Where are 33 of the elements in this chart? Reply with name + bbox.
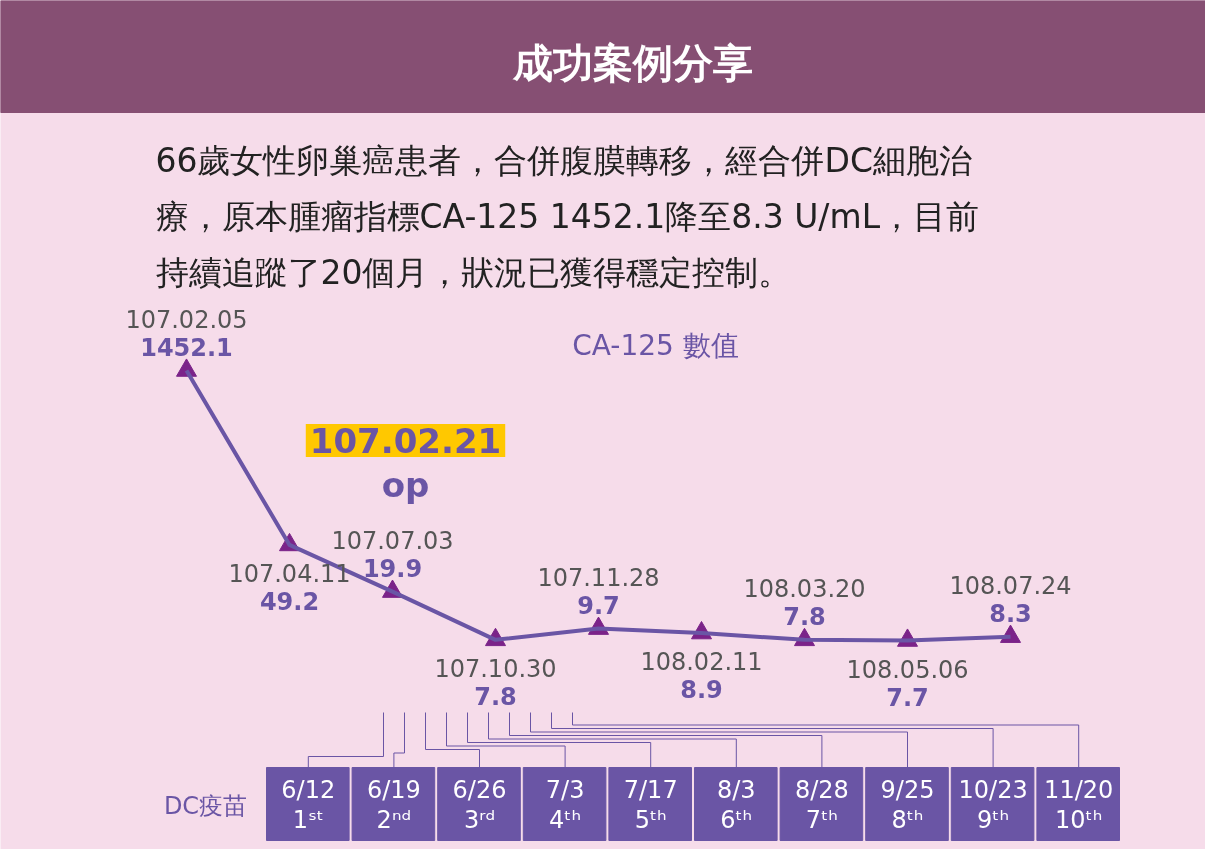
text: 6/19 2ⁿᵈ: [366, 775, 421, 834]
text: 8/28 7ᵗʰ: [794, 775, 849, 834]
x-tick-label: 108.07.24: [949, 571, 1072, 600]
x-tick-label: 108.03.20: [743, 574, 866, 603]
data-label: 7.8: [783, 602, 826, 631]
text: 10/23 9ᵗʰ: [958, 775, 1028, 834]
data-label: 8.9: [680, 676, 723, 705]
annotation: 107.02.21 op: [309, 421, 502, 505]
text: 7/17 5ᵗʰ: [623, 775, 678, 834]
data-label: 19.9: [362, 554, 423, 583]
data-label: 1452.1: [140, 333, 233, 362]
x-tick-label: 107.07.03: [331, 526, 454, 555]
text: 8/3 6ᵗʰ: [716, 775, 756, 834]
x-tick-label: 107.02.05: [125, 305, 248, 334]
chart-subtitle: 66歲女性卵巢癌患者，合併腹膜轉移，經合併DC細胞治療，原本腫瘤指標CA-125 1452.1降至8.3 U/mL，目前持續追蹤了20個月，狀況已獲得穩定控制。: [155, 141, 980, 292]
x-tick-label: 107.10.30: [434, 654, 557, 683]
text: 11/20 10ᵗʰ: [1044, 775, 1114, 834]
x-tick-label: 108.05.06: [846, 655, 969, 684]
chart-title: 成功案例分享: [511, 39, 753, 86]
data-label: 7.7: [886, 683, 929, 712]
text: 6/12 1ˢᵗ: [281, 775, 336, 834]
x-tick-label: 107.04.11: [228, 559, 351, 588]
text: CA-125 數值: [572, 329, 739, 362]
text: 7/3 4ᵗʰ: [545, 775, 585, 834]
text: 9/25 8ᵗʰ: [880, 775, 935, 834]
data-label: 8.3: [989, 599, 1032, 628]
text: DC疫苗: [163, 791, 248, 820]
data-label: 49.2: [259, 587, 320, 616]
text: 6/26 3ʳᵈ: [452, 775, 507, 834]
x-tick-label: 107.11.28: [537, 563, 660, 592]
data-label: 9.7: [577, 591, 620, 620]
x-tick-label: 108.02.11: [640, 648, 763, 677]
data-label: 7.8: [474, 682, 517, 711]
